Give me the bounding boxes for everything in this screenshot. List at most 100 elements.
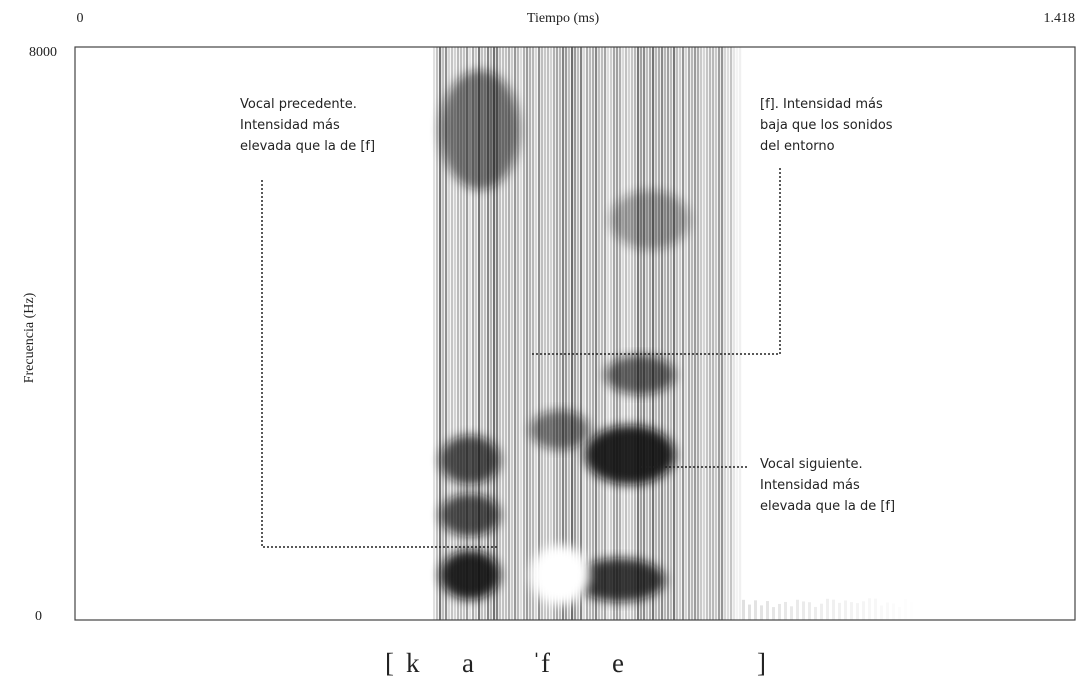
spectrum-stripe [568, 47, 571, 620]
spectrum-stripe [442, 47, 445, 620]
spectrum-stripe [463, 47, 466, 620]
spectrum-stripe [697, 47, 700, 620]
spectrum-stripe [718, 47, 721, 620]
noise [784, 601, 787, 620]
noise [802, 601, 805, 620]
spectrum-stripe [694, 47, 697, 620]
spectrum-stripe [472, 47, 475, 620]
spectrum-stripe [670, 47, 673, 620]
spectrum-stripe [631, 47, 634, 620]
spectrum-stripe [514, 47, 517, 620]
spectrum-stripe [580, 47, 583, 620]
annotation-line: Vocal precedente. [240, 97, 357, 112]
phone: a [462, 648, 474, 678]
spectrum-stripe [691, 47, 694, 620]
spectrum-stripe [466, 47, 469, 620]
phone: k [406, 648, 420, 678]
spectrum-stripe [715, 47, 718, 620]
annotation-line: elevada que la de [f] [760, 499, 895, 514]
spectrum-stripe [736, 47, 739, 620]
phone: [ [385, 648, 394, 678]
x-title: Tiempo (ms) [527, 11, 600, 26]
x-start: 0 [77, 11, 84, 26]
noise [742, 599, 745, 620]
spectrum-stripe [454, 47, 457, 620]
spectrogram [433, 47, 913, 629]
formant [605, 355, 675, 395]
noise [772, 607, 775, 620]
spectrum-stripe [703, 47, 706, 620]
y-top: 8000 [29, 45, 57, 60]
spectrum-stripe [730, 47, 733, 620]
spectrum-stripe [658, 47, 661, 620]
noise [796, 599, 799, 620]
noise [820, 603, 823, 620]
spectrum-stripe [733, 47, 736, 620]
spectrum-stripe [544, 47, 547, 620]
spectrum-stripe [646, 47, 649, 620]
spectrum-stripe [541, 47, 544, 620]
spectrum-stripe [592, 47, 595, 620]
annotation-line: del entorno [760, 139, 835, 154]
x-end: 1.418 [1044, 11, 1076, 26]
noise [808, 602, 811, 620]
spectrum-stripe [565, 47, 568, 620]
spectrum-stripe [460, 47, 463, 620]
leader-line [530, 168, 781, 355]
annotation-line: [f]. Intensidad más [760, 97, 883, 112]
spectrum-stripe [439, 47, 442, 620]
noise [886, 602, 889, 620]
spectrum-stripe [616, 47, 619, 620]
spectrum-stripe [727, 47, 730, 620]
spectrum-stripe [649, 47, 652, 620]
formant [440, 493, 500, 537]
noise [910, 602, 913, 624]
spectrum-stripe [457, 47, 460, 620]
spectrum-stripe [571, 47, 574, 620]
spectrum-stripe [520, 47, 523, 620]
spectrum-stripe [532, 47, 535, 620]
spectrum-stripe [487, 47, 490, 620]
spectrum-stripe [640, 47, 643, 620]
noise [790, 606, 793, 620]
spectrum-stripe [496, 47, 499, 620]
spectrum-stripe [574, 47, 577, 620]
annotation-line: baja que los sonidos [760, 118, 893, 133]
plot-frame [74, 46, 1076, 621]
spectrum-stripe [583, 47, 586, 620]
phone: e [612, 648, 624, 678]
formant [440, 70, 520, 190]
spectrum-stripe [655, 47, 658, 620]
spectrum-stripe [679, 47, 682, 620]
spectrum-stripe [562, 47, 565, 620]
noise [832, 599, 835, 620]
spectrum-stripe [688, 47, 691, 620]
spectrum-stripe [598, 47, 601, 620]
annotation-line: Vocal siguiente. [760, 457, 863, 472]
noise [838, 602, 841, 620]
spectrum-stripe [643, 47, 646, 620]
spectrum-stripe [739, 47, 742, 620]
spectrum-stripe [511, 47, 514, 620]
spectrum-stripe [535, 47, 538, 620]
annotation-line: Intensidad más [760, 478, 860, 493]
noise [874, 598, 877, 620]
spectrum-stripe [481, 47, 484, 620]
y-bottom: 0 [35, 609, 42, 624]
spectrum-stripe [478, 47, 481, 620]
noise [826, 598, 829, 620]
noise [898, 607, 901, 629]
annotation-line: elevada que la de [f] [240, 139, 375, 154]
spectrum-stripe [493, 47, 496, 620]
spectrum-stripe [508, 47, 511, 620]
spectrum-stripe [556, 47, 559, 620]
spectrum-stripe [724, 47, 727, 620]
noise [856, 603, 859, 620]
spectrum-stripe [469, 47, 472, 620]
noise [778, 603, 781, 620]
spectrum-stripe [589, 47, 592, 620]
spectrum-stripe [634, 47, 637, 620]
noise [754, 600, 757, 620]
noise [748, 604, 751, 620]
